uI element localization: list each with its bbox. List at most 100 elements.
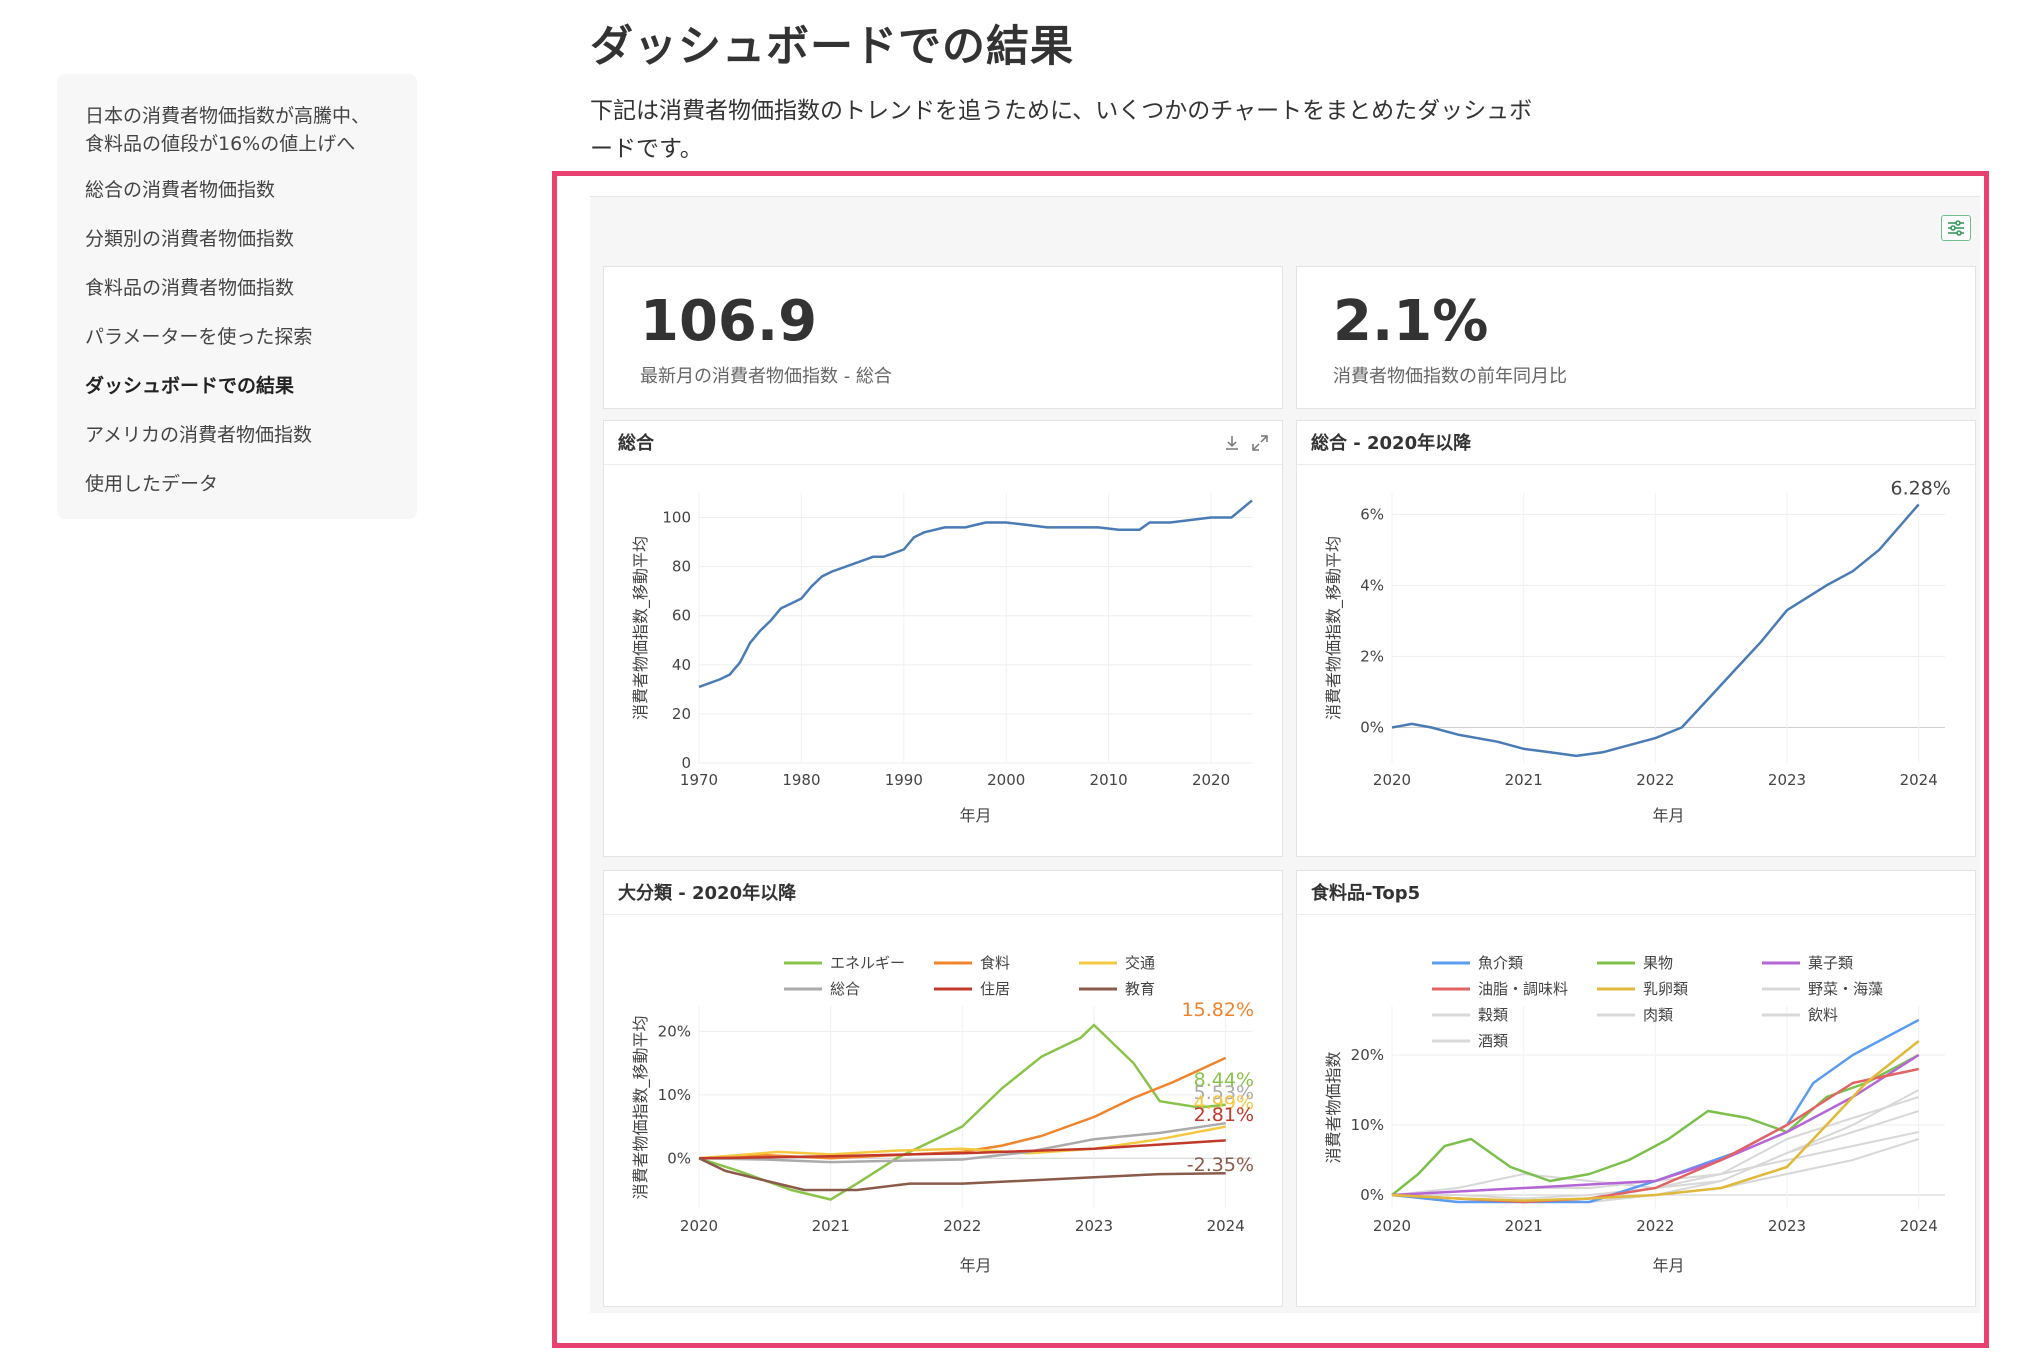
- download-icon[interactable]: [1222, 433, 1242, 453]
- toc-item-intro[interactable]: 日本の消費者物価指数が高騰中、 食料品の値段が16%の値上げへ: [85, 102, 417, 158]
- end-value-label: 4.99%: [1194, 1092, 1254, 1114]
- kpi-card-yoy: 2.1% 消費者物価指数の前年同月比: [1296, 266, 1976, 409]
- legend-label[interactable]: 野菜・海藻: [1808, 980, 1883, 998]
- legend-label[interactable]: 交通: [1125, 954, 1155, 972]
- chart-svg: 0 20 40 60 80 100 1970 1980 1990 2000 2010 2020 年月 消費…: [631, 493, 1253, 825]
- kpi-label-yoy: 消費者物価指数の前年同月比: [1333, 366, 1567, 387]
- chart-card-overall: 総合 0 20 40 60 80 100 1970 1980 1990 2000 2010 2020 年…: [603, 420, 1283, 857]
- x-tick-label: 1990: [885, 771, 923, 789]
- y-axis-title: 消費者物価指数_移動平均: [631, 536, 651, 720]
- toc-item-food[interactable]: 食料品の消費者物価指数: [85, 277, 295, 299]
- chart-card-overall-2020: 総合 - 2020年以降 0% 2% 4% 6% 2020 2021 2022 2023 202…: [1296, 420, 1976, 857]
- x-tick-label: 2022: [1636, 771, 1674, 789]
- legend-label[interactable]: 乳卵類: [1643, 980, 1688, 998]
- x-tick-label: 2020: [1373, 1217, 1411, 1235]
- x-axis-title: 年月: [1652, 806, 1684, 825]
- card-divider: [604, 914, 1282, 915]
- x-tick-label: 2021: [1505, 1217, 1543, 1235]
- legend-label[interactable]: 油脂・調味料: [1478, 980, 1568, 998]
- toc-item-category[interactable]: 分類別の消費者物価指数: [85, 228, 295, 250]
- x-tick-label: 2023: [1768, 1217, 1806, 1235]
- x-tick-label: 2021: [812, 1217, 850, 1235]
- legend-label[interactable]: 魚介類: [1478, 954, 1523, 972]
- end-value-label: 2.81%: [1194, 1104, 1254, 1126]
- y-tick-label: 20%: [1351, 1046, 1384, 1064]
- toc-item-usa[interactable]: アメリカの消費者物価指数: [85, 424, 313, 446]
- end-value-label: 15.82%: [1182, 999, 1254, 1021]
- legend-label[interactable]: 酒類: [1478, 1032, 1508, 1050]
- legend-label[interactable]: 教育: [1125, 980, 1155, 998]
- legend-label[interactable]: 果物: [1643, 954, 1673, 972]
- y-tick-label: 10%: [658, 1086, 691, 1104]
- kpi-value-latest: 106.9: [640, 289, 818, 354]
- sliders-icon: [1948, 220, 1964, 236]
- toc-item-data[interactable]: 使用したデータ: [85, 473, 219, 495]
- x-tick-label: 2024: [1900, 1217, 1938, 1235]
- legend-label[interactable]: 肉類: [1643, 1006, 1673, 1024]
- intro-text: 下記は消費者物価指数のトレンドを追うために、いくつかのチャートをまとめたダッシュ…: [590, 92, 1570, 168]
- x-tick-label: 1980: [782, 771, 820, 789]
- series-line: [698, 1121, 1226, 1164]
- y-tick-label: 20: [672, 705, 691, 723]
- y-tick-label: 80: [672, 558, 691, 576]
- x-tick-label: 2023: [1768, 771, 1806, 789]
- legend-label[interactable]: 飲料: [1808, 1006, 1838, 1024]
- y-axis-title: 消費者物価指数_移動平均: [1324, 536, 1344, 720]
- y-tick-label: 20%: [658, 1022, 691, 1040]
- legend-label[interactable]: 食料: [980, 954, 1010, 972]
- x-tick-label: 2020: [680, 1217, 718, 1235]
- expand-icon[interactable]: [1250, 433, 1270, 453]
- y-axis-title: 消費者物価指数_移動平均: [631, 1015, 651, 1199]
- x-axis-title: 年月: [959, 806, 991, 825]
- x-tick-label: 2020: [1373, 771, 1411, 789]
- x-axis-title: 年月: [959, 1256, 991, 1275]
- filter-button[interactable]: [1941, 215, 1971, 241]
- x-tick-label: 2024: [1900, 771, 1938, 789]
- x-tick-label: 1970: [680, 771, 718, 789]
- legend-label[interactable]: 住居: [980, 980, 1010, 998]
- card-divider: [1297, 464, 1975, 465]
- chart-svg: 0% 10% 20% 2020 2021 2022 2023 2024 年月 消費者物価指数_移動…: [631, 954, 1254, 1275]
- y-axis-title: 消費者物価指数: [1324, 1051, 1343, 1163]
- end-value-label: 8.44%: [1194, 1069, 1254, 1091]
- series-line: [698, 1139, 1226, 1160]
- card-divider: [1297, 914, 1975, 915]
- y-tick-label: 10%: [1351, 1116, 1384, 1134]
- intro-line2: ードです。: [590, 136, 703, 162]
- series-line: [698, 1157, 1226, 1192]
- legend-label[interactable]: 総合: [830, 980, 860, 998]
- y-tick-label: 40: [672, 656, 691, 674]
- legend-label[interactable]: エネルギー: [830, 954, 905, 972]
- y-tick-label: 0%: [1360, 718, 1384, 736]
- toc-item-overall[interactable]: 総合の消費者物価指数: [85, 179, 276, 201]
- y-tick-label: 2%: [1360, 647, 1384, 665]
- page-title: ダッシュボードでの結果: [590, 22, 1074, 72]
- x-tick-label: 2024: [1207, 1217, 1245, 1235]
- x-tick-label: 2020: [1192, 771, 1230, 789]
- end-value-label: -2.35%: [1187, 1154, 1254, 1176]
- chart-title-overall-2020: 総合 - 2020年以降: [1311, 433, 1472, 454]
- kpi-card-latest: 106.9 最新月の消費者物価指数 - 総合: [603, 266, 1283, 409]
- chart-svg: 0% 10% 20% 2020 2021 2022 2023 2024 年月 消費者物価指数 魚介類…: [1324, 954, 1945, 1275]
- series-line: [1391, 1053, 1920, 1197]
- x-axis-title: 年月: [1652, 1256, 1684, 1275]
- chart-title-overall: 総合: [618, 433, 654, 454]
- y-tick-label: 6%: [1360, 505, 1384, 523]
- toc-item-intro-line2: 食料品の値段が16%の値上げへ: [85, 133, 356, 155]
- x-tick-label: 2021: [1505, 771, 1543, 789]
- y-tick-label: 4%: [1360, 576, 1384, 594]
- toc-item-dashboard[interactable]: ダッシュボードでの結果: [85, 375, 295, 397]
- table-of-contents: 日本の消費者物価指数が高騰中、 食料品の値段が16%の値上げへ 総合の消費者物価…: [57, 74, 417, 519]
- x-tick-label: 2000: [987, 771, 1025, 789]
- x-tick-label: 2022: [943, 1217, 981, 1235]
- end-value-label: 5.53%: [1194, 1082, 1254, 1104]
- series-line: [698, 1125, 1226, 1160]
- toc-item-parameters[interactable]: パラメーターを使った探索: [85, 326, 313, 348]
- legend-label[interactable]: 穀類: [1478, 1006, 1508, 1024]
- chart-title-food-top5: 食料品-Top5: [1311, 883, 1421, 904]
- y-tick-label: 0%: [1360, 1186, 1384, 1204]
- y-tick-label: 0: [681, 754, 691, 772]
- legend-label[interactable]: 菓子類: [1808, 954, 1853, 972]
- intro-line1: 下記は消費者物価指数のトレンドを追うために、いくつかのチャートをまとめたダッシュ…: [590, 98, 1533, 124]
- series-line: [1391, 503, 1920, 758]
